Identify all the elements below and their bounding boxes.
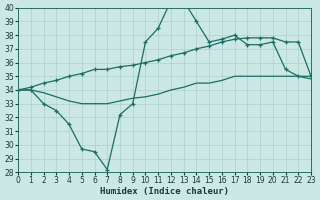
X-axis label: Humidex (Indice chaleur): Humidex (Indice chaleur)	[100, 187, 229, 196]
